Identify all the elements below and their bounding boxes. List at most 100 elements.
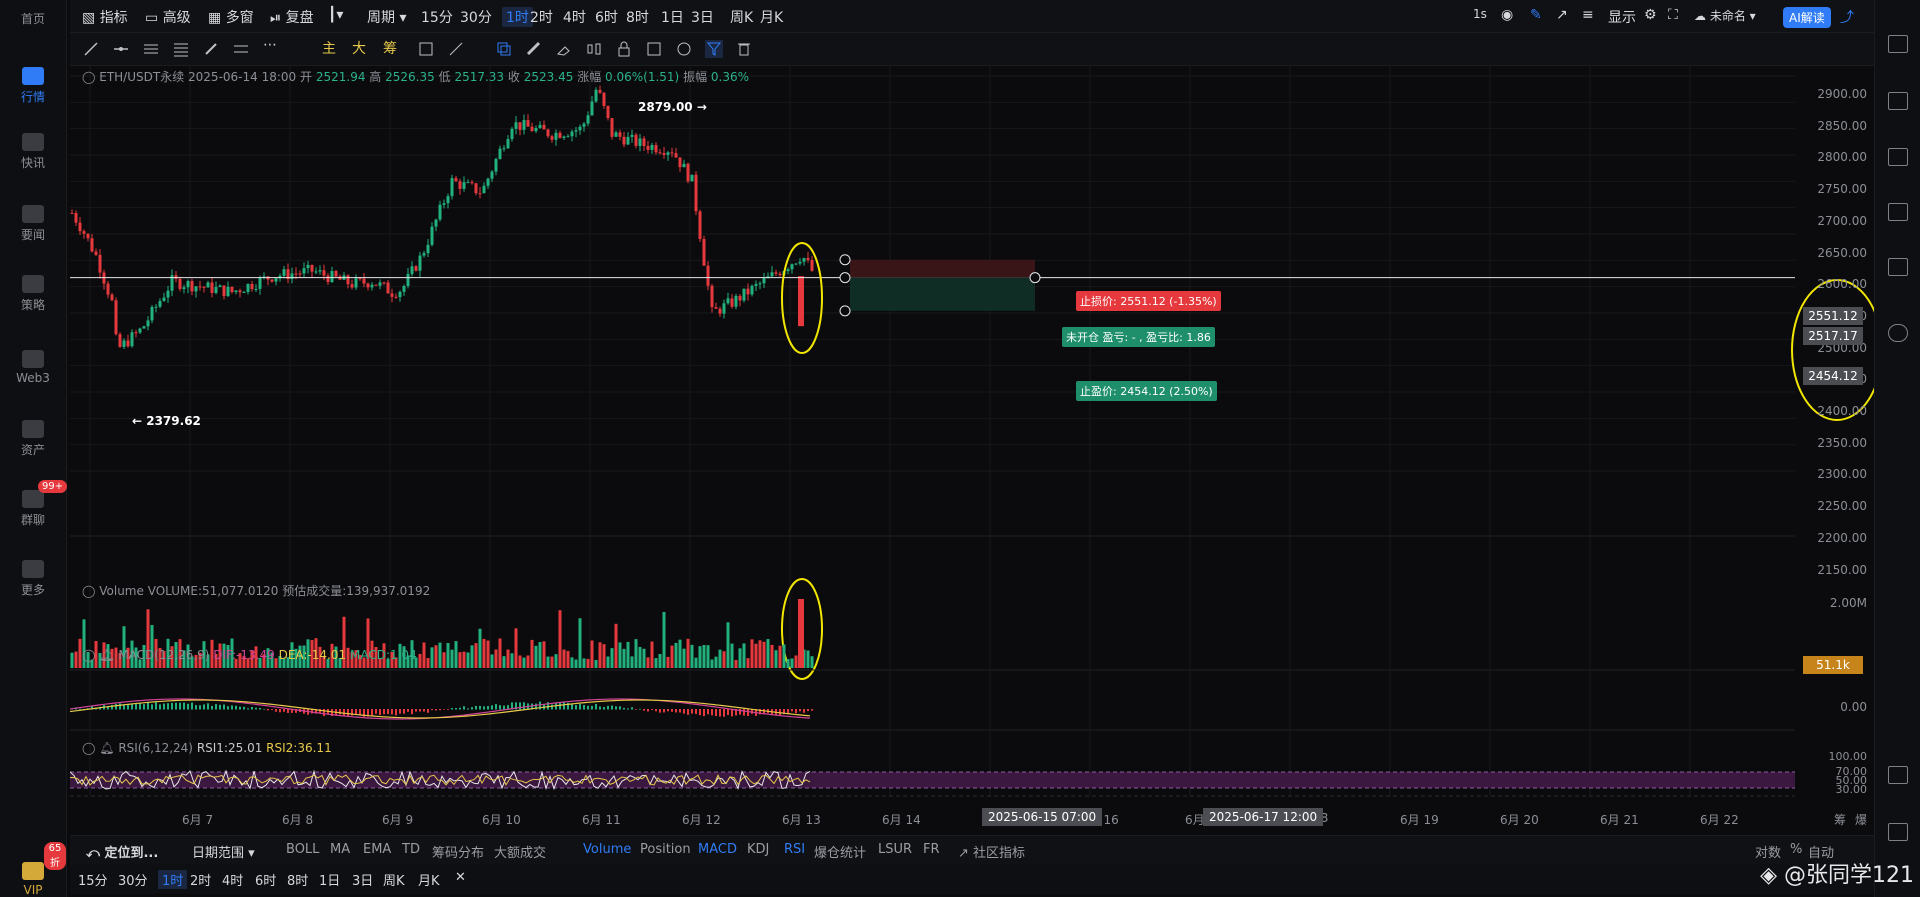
pattern-tool-icon[interactable] [232, 40, 250, 58]
magnet-icon[interactable] [417, 40, 435, 58]
fullscreen-icon[interactable]: ⛶ [1668, 7, 1678, 23]
main-indicator-1[interactable]: MA [330, 842, 351, 857]
bell-icon[interactable]: 🔔︎ [99, 648, 115, 662]
take-profit-label[interactable]: 止盈价: 2454.12 (2.50%) [1076, 381, 1217, 401]
interval-8[interactable]: 3日 [691, 10, 714, 26]
big-order-tool[interactable]: 大 [352, 41, 366, 57]
parallel-channel-tool-icon[interactable] [142, 40, 160, 58]
auto-scale-toggle[interactable]: 自动 [1808, 846, 1835, 861]
percent-scale-toggle[interactable]: % [1790, 842, 1803, 857]
date-range-select[interactable]: 日期范围 ▾ [192, 846, 255, 861]
candles-icon[interactable] [585, 40, 603, 58]
stop-loss-label[interactable]: 止损价: 2551.12 (-1.35%) [1076, 291, 1221, 311]
collapse-icon[interactable]: ◯ [82, 741, 100, 755]
collapse-icon[interactable]: ◯ [82, 648, 100, 662]
main-indicator-3[interactable]: TD [402, 842, 420, 857]
nav-item-0[interactable]: 首页 [0, 10, 66, 27]
sub-indicator-7[interactable]: FR [923, 842, 940, 857]
bottom-interval-2[interactable]: 1时 [158, 870, 188, 889]
bottom-interval-4[interactable]: 4时 [222, 874, 244, 889]
chart-area[interactable]: ◯ ETH/USDT永续 2025-06-14 18:00 开 2521.94 … [70, 66, 1875, 827]
nav-item-3[interactable]: 要闻 [0, 205, 66, 243]
sub-indicator-4[interactable]: RSI [784, 842, 806, 857]
nav-item-6[interactable]: 资产 [0, 420, 66, 458]
fib-tool-icon[interactable] [172, 40, 190, 58]
main-indicator-0[interactable]: BOLL [286, 842, 320, 857]
share-link-icon[interactable]: ↗ [1556, 7, 1568, 23]
interval-10[interactable]: 月K [760, 10, 784, 26]
interval-2[interactable]: 1时 [502, 7, 533, 27]
nav-item-5[interactable]: Web3 [0, 350, 66, 385]
nav-item-1[interactable]: 行情 [0, 67, 66, 105]
bottom-interval-1[interactable]: 30分 [118, 874, 148, 889]
axis-chip-toggle[interactable]: 筹 [1834, 813, 1847, 827]
interval-4[interactable]: 4时 [563, 10, 586, 26]
log-scale-toggle[interactable]: 对数 [1755, 846, 1782, 861]
display-button[interactable]: 显示 [1608, 10, 1636, 26]
collapse-icon[interactable]: ◯ [82, 70, 100, 84]
vip-item[interactable]: VIP 65折 [0, 842, 66, 897]
sub-indicator-3[interactable]: KDJ [747, 842, 770, 857]
sub-indicator-2[interactable]: MACD [698, 842, 737, 857]
refresh-rate[interactable]: 1s [1473, 7, 1487, 21]
nav-item-8[interactable]: 更多 [0, 560, 66, 598]
sub-indicator-0[interactable]: Volume [583, 842, 632, 857]
settings-gear-icon[interactable]: ⚙ [1644, 7, 1657, 23]
main-indicator-5[interactable]: 大额成交 [494, 846, 547, 861]
interval-9[interactable]: 周K [730, 10, 754, 26]
orderbook-icon[interactable] [1888, 35, 1908, 53]
interval-5[interactable]: 6时 [595, 10, 618, 26]
measure-icon[interactable] [447, 40, 465, 58]
multiwindow-button[interactable]: ▦ 多窗 [208, 10, 254, 26]
edit-icon[interactable] [645, 40, 663, 58]
filter-icon[interactable] [705, 40, 723, 58]
indicator-button[interactable]: ▧ 指标 [82, 10, 128, 26]
axis-explode-toggle[interactable]: 爆 [1855, 813, 1868, 827]
dollar-icon[interactable] [1888, 92, 1908, 110]
position-label[interactable]: 未开仓 盈亏: - , 盈亏比: 1.86 [1062, 327, 1215, 347]
interval-3[interactable]: 2时 [530, 10, 553, 26]
chart-canvas[interactable] [70, 66, 1875, 806]
interval-6[interactable]: 8时 [626, 10, 649, 26]
horizontal-line-tool-icon[interactable] [112, 40, 130, 58]
camera-icon[interactable]: ◉ [1501, 7, 1514, 23]
depth-chart-icon[interactable] [1888, 148, 1908, 166]
expand-icon[interactable] [1888, 823, 1908, 841]
copy-icon[interactable] [495, 40, 513, 58]
sub-indicator-5[interactable]: 爆仓统计 [814, 846, 867, 861]
period-select[interactable]: 周期 ▾ [367, 10, 407, 26]
bottom-interval-9[interactable]: 周K [383, 874, 405, 889]
layout-name[interactable]: ☁ 未命名 ▾ [1694, 9, 1756, 23]
nav-item-7[interactable]: 群聊 99+ [0, 480, 68, 528]
main-indicator-tool[interactable]: 主 [322, 41, 336, 57]
interval-7[interactable]: 1日 [661, 10, 684, 26]
candle-type-button[interactable]: ┃▾ [328, 7, 343, 23]
share-icon[interactable]: ⤴ [1840, 10, 1854, 26]
monitor-icon[interactable] [1888, 203, 1908, 221]
replay-button[interactable]: ⏯ 复盘 [270, 10, 314, 26]
pen-icon[interactable]: ✎ [1530, 7, 1542, 23]
main-indicator-2[interactable]: EMA [363, 842, 392, 857]
sub-indicator-1[interactable]: Position [640, 842, 691, 857]
interval-0[interactable]: 15分 [421, 10, 453, 26]
bell-icon[interactable]: 🔔︎ [99, 741, 115, 755]
bottom-interval-5[interactable]: 6时 [255, 874, 277, 889]
bottom-interval-10[interactable]: 月K [418, 874, 440, 889]
ai-analysis-button[interactable]: AI解读 [1783, 7, 1831, 28]
locate-button[interactable]: ⤺ 定位到... [86, 846, 159, 861]
lock-icon[interactable] [615, 40, 633, 58]
target-icon[interactable] [1888, 324, 1908, 342]
bottom-interval-3[interactable]: 2时 [190, 874, 212, 889]
more-tools-icon[interactable]: ⋯ [263, 37, 277, 53]
advanced-button[interactable]: ▭ 高级 [145, 10, 191, 26]
interval-1[interactable]: 30分 [460, 10, 492, 26]
sub-indicator-6[interactable]: LSUR [878, 842, 913, 857]
bottom-interval-0[interactable]: 15分 [78, 874, 108, 889]
ruler-icon[interactable] [525, 40, 543, 58]
close-interval-bar-icon[interactable]: ✕ [455, 870, 466, 885]
hide-icon[interactable] [675, 40, 693, 58]
chip-tool[interactable]: 筹 [383, 41, 397, 57]
trash-icon[interactable] [735, 40, 753, 58]
main-indicator-4[interactable]: 筹码分布 [432, 846, 485, 861]
brush-tool-icon[interactable] [202, 40, 220, 58]
